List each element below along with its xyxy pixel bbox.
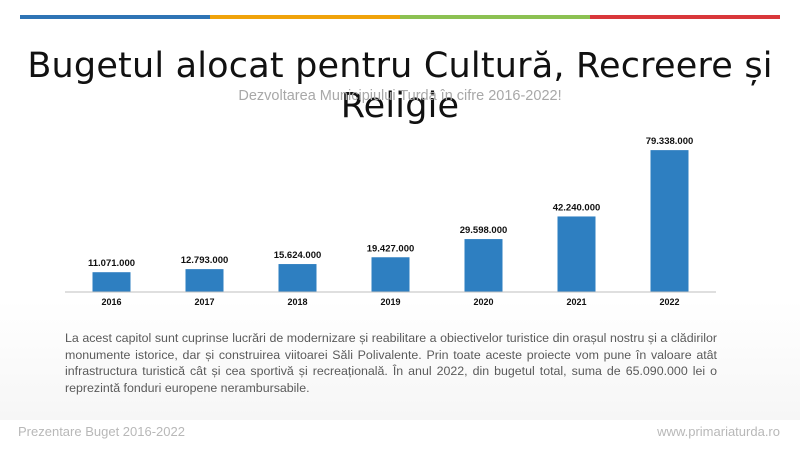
slide-title: Bugetul alocat pentru Cultură, Recreere … [27, 46, 773, 126]
x-tick-label-2018: 2018 [287, 297, 307, 307]
footer-website[interactable]: www.primariaturda.ro [657, 424, 780, 439]
data-label-2022: 79.338.000 [646, 136, 694, 147]
bar-2016 [92, 272, 131, 292]
stripe-segment-red [590, 15, 780, 19]
x-tick-label-2022: 2022 [659, 297, 679, 307]
data-label-2019: 19.427.000 [367, 243, 415, 254]
data-label-2020: 29.598.000 [460, 225, 508, 236]
x-tick-label-2019: 2019 [380, 297, 400, 307]
chapter-description: La acest capitol sunt cuprinse lucrări d… [65, 331, 717, 395]
x-tick-label-2016: 2016 [101, 297, 121, 307]
x-tick-label-2021: 2021 [566, 297, 586, 307]
bar-2022 [650, 150, 689, 292]
data-label-2018: 15.624.000 [274, 250, 322, 261]
x-tick-label-2017: 2017 [194, 297, 214, 307]
stripe-segment-orange [210, 15, 400, 19]
bar-2021 [557, 216, 596, 292]
bar-2017 [185, 269, 224, 292]
bar-2018 [278, 264, 317, 292]
stripe-segment-blue [20, 15, 210, 19]
data-label-2021: 42.240.000 [553, 202, 601, 213]
data-label-2017: 12.793.000 [181, 255, 229, 266]
stripe-segment-green [400, 15, 590, 19]
bar-2020 [464, 239, 503, 292]
top-color-stripe [20, 15, 780, 19]
footer-presentation-title: Prezentare Buget 2016-2022 [18, 424, 185, 439]
slide-subtitle: Dezvoltarea Municipiului Turda în cifre … [238, 88, 562, 104]
x-tick-label-2020: 2020 [473, 297, 493, 307]
data-label-2016: 11.071.000 [88, 258, 135, 269]
bar-2019 [371, 257, 410, 292]
